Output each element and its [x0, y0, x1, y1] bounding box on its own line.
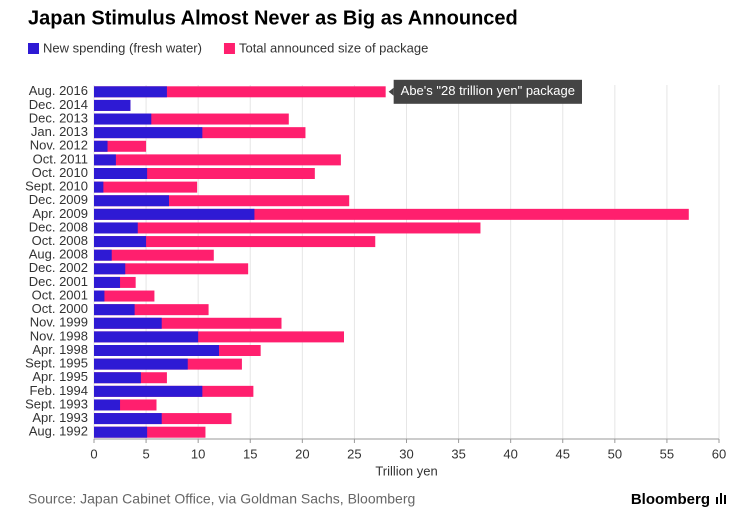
x-tick-label: 35	[451, 446, 465, 461]
y-tick-label: Nov. 2012	[30, 138, 88, 153]
x-tick-label: 0	[90, 446, 97, 461]
annotation-box	[393, 79, 582, 104]
bar	[94, 208, 255, 220]
y-tick-label: Aug. 1992	[29, 424, 88, 439]
x-tick-label: 40	[503, 446, 517, 461]
annotation: Abe's "28 trillion yen" package	[388, 79, 582, 104]
x-tick-label: 30	[399, 446, 413, 461]
y-tick-label: Dec. 2002	[29, 260, 88, 275]
y-tick-label: Apr. 1998	[32, 342, 88, 357]
legend-swatch	[223, 43, 235, 54]
bar	[94, 426, 148, 438]
x-tick-label: 55	[660, 446, 674, 461]
bar	[94, 222, 481, 234]
bar	[94, 222, 138, 234]
bar	[94, 195, 169, 207]
y-tick-label: Sept. 1993	[25, 396, 88, 411]
x-tick-label: 45	[556, 446, 570, 461]
bar	[94, 154, 341, 166]
y-tick-label: Dec. 2008	[29, 219, 88, 234]
bar	[94, 249, 112, 261]
x-tick-label: 20	[295, 446, 309, 461]
y-tick-label: Feb. 1994	[29, 383, 88, 398]
y-tick-label: Oct. 2008	[32, 233, 88, 248]
bar	[94, 317, 282, 329]
bar	[94, 168, 315, 179]
brand: Bloomberg	[631, 491, 710, 508]
y-tick-label: Aug. 2016	[29, 83, 88, 98]
x-axis-label: Trillion yen	[375, 463, 437, 478]
y-tick-label: Dec. 2014	[29, 97, 88, 112]
y-tick-label: Sept. 1995	[25, 356, 88, 371]
y-tick-label: Oct. 2011	[33, 151, 88, 166]
bar	[94, 140, 108, 152]
bar	[94, 345, 219, 356]
bar	[94, 249, 214, 261]
x-tick-label: 50	[608, 446, 622, 461]
bar	[94, 276, 121, 288]
y-tick-label: Sept. 2010	[25, 179, 88, 194]
y-tick-label: Aug. 2008	[29, 247, 88, 262]
y-tick-label: Nov. 1999	[30, 315, 88, 330]
bar	[94, 263, 249, 275]
bar	[94, 290, 105, 302]
bar	[94, 413, 232, 425]
x-tick-label: 60	[712, 446, 726, 461]
y-tick-label: Nov. 1998	[30, 328, 88, 343]
y-tick-label: Oct. 2001	[32, 287, 88, 302]
bar	[94, 181, 198, 193]
bar	[94, 236, 147, 248]
bar	[94, 263, 126, 275]
y-tick-label: Dec. 2009	[29, 192, 88, 207]
bar	[94, 304, 209, 316]
bar	[94, 426, 206, 438]
bar	[94, 317, 162, 329]
bar	[94, 113, 152, 125]
bar	[94, 208, 689, 220]
bar	[94, 236, 376, 248]
y-tick-label: Apr. 1993	[32, 410, 88, 425]
y-tick-label: Oct. 2010	[32, 165, 88, 180]
annotation-text: Abe's "28 trillion yen" package	[401, 83, 575, 98]
source: Source: Japan Cabinet Office, via Goldma…	[28, 491, 415, 507]
bar	[94, 113, 289, 125]
legend-swatch	[28, 43, 39, 54]
bar	[94, 372, 141, 384]
bar	[94, 140, 147, 152]
x-tick-label: 10	[191, 446, 205, 461]
x-tick-label: 5	[142, 446, 149, 461]
y-tick-label: Apr. 2009	[32, 206, 88, 221]
legend-label: New spending (fresh water)	[43, 40, 202, 55]
bar	[94, 331, 199, 343]
x-tick-label: 25	[347, 446, 361, 461]
bar	[94, 86, 167, 98]
bar	[94, 399, 121, 411]
y-tick-label: Dec. 2013	[29, 110, 88, 125]
bar	[94, 399, 157, 411]
bar	[94, 127, 203, 139]
bar	[94, 358, 188, 370]
bar	[94, 331, 344, 343]
bar	[94, 304, 135, 316]
y-tick-label: Apr. 1995	[32, 369, 88, 384]
bar	[94, 154, 116, 166]
x-tick-label: 15	[243, 446, 257, 461]
annotation-pointer	[388, 87, 394, 96]
bar	[94, 413, 162, 425]
y-tick-label: Jan. 2013	[31, 124, 88, 139]
bar	[94, 385, 203, 397]
y-tick-label: Oct. 2000	[32, 301, 88, 316]
bar	[94, 86, 386, 98]
y-tick-label: Dec. 2001	[29, 274, 88, 289]
bar	[94, 168, 148, 179]
bar	[94, 290, 155, 302]
bar	[94, 181, 104, 193]
bar	[94, 195, 350, 207]
brand-icon	[716, 493, 726, 504]
bar	[94, 99, 131, 111]
legend-label: Total announced size of package	[239, 40, 428, 55]
chart-title: Japan Stimulus Almost Never as Big as An…	[28, 7, 518, 29]
